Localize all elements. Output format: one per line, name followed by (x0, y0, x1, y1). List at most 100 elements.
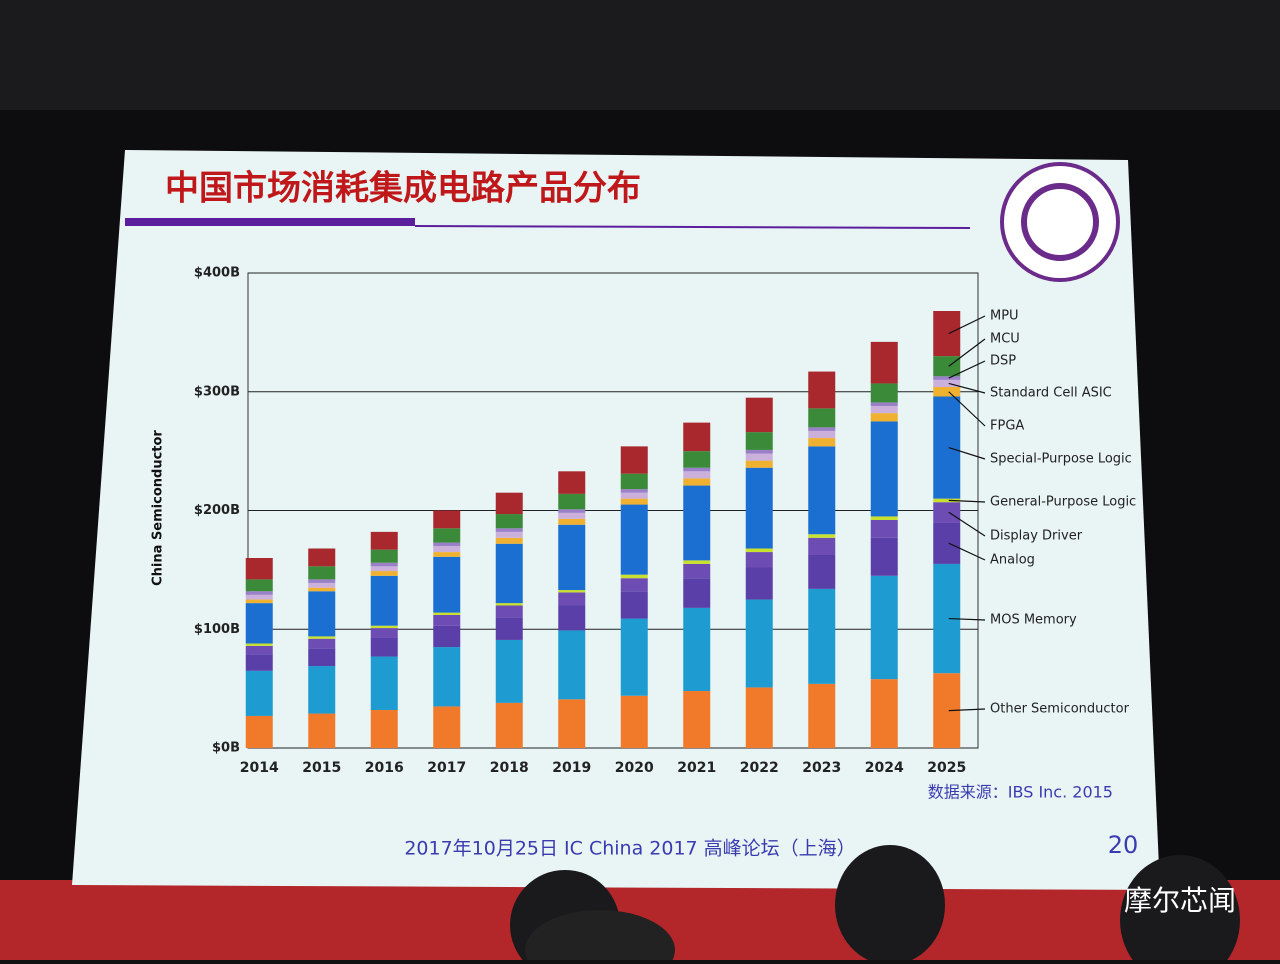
audience-head (835, 845, 945, 964)
bar-segment (558, 590, 586, 593)
y-tick-label: $100B (194, 622, 240, 637)
bar-segment (808, 683, 836, 748)
bar-segment (370, 562, 398, 567)
bar-segment (808, 554, 836, 589)
bar-segment (683, 467, 711, 472)
bar-segment (245, 654, 273, 671)
bar-segment (620, 473, 648, 490)
bar-segment (245, 715, 273, 748)
x-tick-label: 2015 (302, 760, 341, 776)
bar-segment (933, 356, 961, 377)
y-tick-label: $200B (194, 503, 240, 518)
bar-segment (558, 493, 586, 510)
bar-segment (683, 578, 711, 608)
bar-segment (870, 413, 898, 422)
bar-segment (870, 516, 898, 520)
bar-segment (308, 638, 336, 649)
bar-segment (620, 618, 648, 696)
bar-segment (870, 679, 898, 748)
bar-segment (620, 695, 648, 748)
bar-segment (933, 387, 961, 397)
bar-segment (745, 552, 773, 568)
title-bar (125, 218, 415, 226)
bar-segment (433, 647, 461, 707)
bar-segment (808, 371, 836, 409)
bar-segment (558, 630, 586, 700)
bar-segment (495, 528, 523, 532)
bar-segment (370, 549, 398, 563)
bar-segment (370, 531, 398, 550)
legend-label: Analog (990, 553, 1035, 568)
bar-segment (683, 478, 711, 486)
y-axis-label: China Semiconductor (151, 430, 166, 586)
bar-segment (620, 492, 648, 499)
legend-label: DSP (990, 354, 1016, 369)
x-tick-label: 2017 (427, 760, 466, 776)
x-tick-label: 2022 (740, 760, 779, 776)
x-tick-label: 2025 (927, 760, 966, 776)
bar-segment (245, 645, 273, 655)
bar-segment (433, 625, 461, 648)
bar-segment (933, 396, 961, 499)
legend-label: General-Purpose Logic (990, 495, 1136, 510)
bar-segment (245, 599, 273, 604)
bar-segment (308, 713, 336, 748)
bar-segment (558, 592, 586, 606)
bar-segment (308, 587, 336, 592)
bar-segment (308, 666, 336, 714)
legend-leader (948, 391, 986, 427)
bar-segment (870, 406, 898, 414)
bar-segment (245, 558, 273, 580)
bar-segment (245, 594, 273, 600)
bar-segment (495, 537, 523, 544)
bar-segment (370, 637, 398, 657)
bar-segment (558, 509, 586, 513)
bar-segment (370, 566, 398, 572)
bar-segment (495, 543, 523, 604)
legend-label: Standard Cell ASIC (990, 386, 1112, 401)
slide-number: 20 (1108, 831, 1139, 859)
bar-segment (933, 376, 961, 380)
slide (72, 150, 1160, 890)
x-tick-label: 2024 (865, 760, 904, 776)
audience-head (525, 910, 675, 964)
bar-segment (870, 383, 898, 403)
bar-segment (808, 408, 836, 428)
bar-segment (558, 471, 586, 494)
legend-label: MOS Memory (990, 613, 1077, 628)
legend-leader (948, 446, 986, 460)
bar-segment (683, 422, 711, 452)
bar-segment (745, 453, 773, 461)
bar-segment (370, 710, 398, 748)
bar-segment (370, 656, 398, 710)
bar-segment (433, 552, 461, 557)
bar-segment (558, 524, 586, 591)
x-tick-label: 2016 (365, 760, 404, 776)
x-tick-label: 2021 (677, 760, 716, 776)
bar-segment (870, 520, 898, 538)
bar-segment (495, 702, 523, 748)
y-tick-label: $400B (194, 266, 240, 281)
x-tick-label: 2014 (240, 760, 279, 776)
bar-segment (495, 514, 523, 529)
legend-label: MCU (990, 332, 1020, 347)
legend-leader (948, 617, 986, 621)
legend-label: FPGA (990, 419, 1024, 434)
legend-label: Special-Purpose Logic (990, 452, 1132, 467)
bar-segment (433, 612, 461, 615)
bar-segment (745, 548, 773, 553)
legend-leader (948, 499, 986, 503)
bar-segment (745, 567, 773, 600)
watermark: 摩尔芯闻 (1124, 884, 1236, 917)
bar-segment (808, 446, 836, 535)
bar-segment (308, 579, 336, 583)
bar-segment (620, 504, 648, 575)
y-tick-label: $0B (212, 741, 240, 756)
bar-segment (370, 575, 398, 626)
ceiling (0, 0, 1280, 110)
bar-segment (808, 430, 836, 439)
bar-segment (745, 467, 773, 549)
bar-segment (933, 498, 961, 503)
bar-segment (308, 566, 336, 580)
